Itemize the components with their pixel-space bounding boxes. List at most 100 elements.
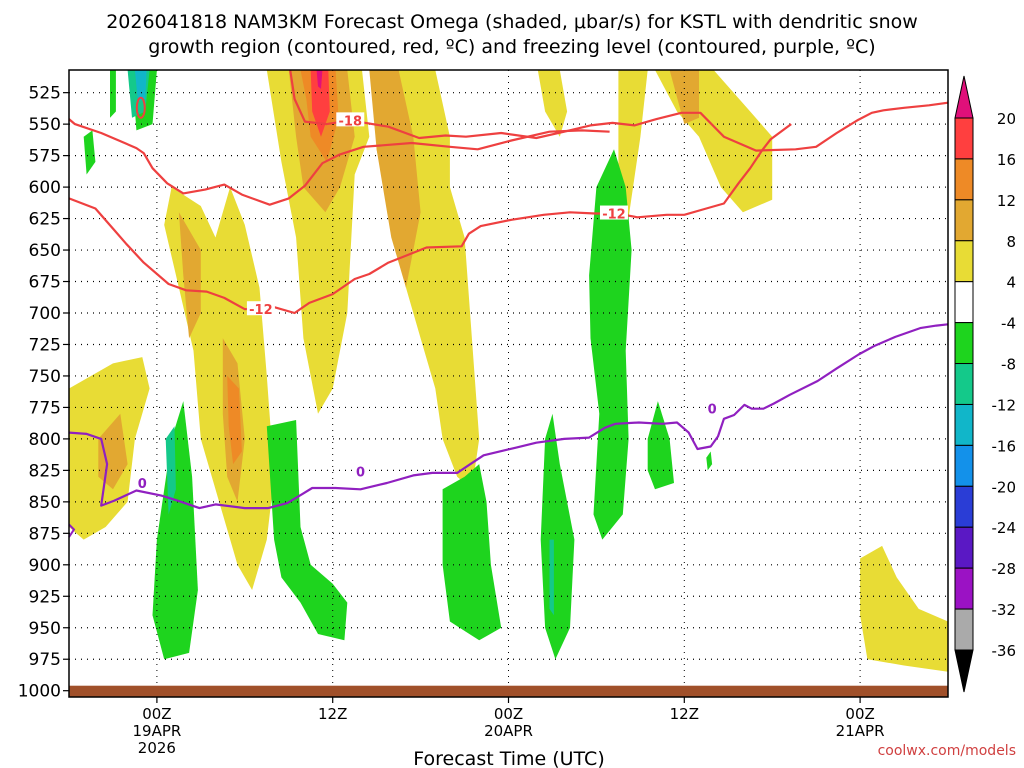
x-axis-title: Forecast Time (UTC) (413, 748, 604, 768)
y-tick-label-900: 900 (29, 556, 61, 576)
omega-region-19 (110, 70, 116, 118)
colorbar-bin-0 (954, 117, 974, 160)
colorbar-bin-7 (954, 403, 974, 446)
colorbar-label-7: -12 (992, 396, 1017, 414)
y-tick-label-925: 925 (29, 587, 61, 607)
colorbar-label-8: -16 (992, 437, 1017, 455)
y-tick-label-550: 550 (29, 115, 61, 135)
colorbar-bin-11 (954, 567, 974, 610)
omega-region-12 (369, 70, 421, 288)
omega-region-22 (266, 420, 348, 641)
y-tick-label-650: 650 (29, 241, 61, 261)
credit-text: coolwx.com/models (878, 743, 1016, 759)
contour-label-4: 0 (138, 477, 147, 492)
colorbar-label-1: 16 (997, 151, 1016, 169)
y-tick-label-600: 600 (29, 178, 61, 198)
colorbar-label-0: 20 (997, 110, 1016, 128)
contour-label-0: -18 (339, 114, 363, 129)
colorbar-label-4: 4 (1006, 274, 1016, 292)
omega-region-24 (540, 413, 575, 660)
y-tick-label-725: 725 (29, 335, 61, 355)
colorbar-bin-2 (954, 199, 974, 242)
y-tick-label-1000: 1000 (18, 682, 61, 702)
y-tick-label-975: 975 (29, 650, 61, 670)
y-tick-label-575: 575 (29, 147, 61, 167)
y-tick-label-850: 850 (29, 493, 61, 513)
contour-labels: -18 -12 -12 0 0 0 (136, 112, 719, 492)
omega-region-8 (178, 212, 201, 339)
colorbar: 20 16 12 8 4 -4 -8 -12 -16 -20 -24 -28 -32 -36 (954, 75, 1017, 693)
colorbar-label-9: -20 (992, 478, 1017, 496)
colorbar-bin-4 (954, 281, 974, 324)
y-tick-label-875: 875 (29, 524, 61, 544)
omega-region-21 (152, 401, 198, 660)
ground-surface (69, 685, 948, 697)
omega-shaded-regions (69, 70, 948, 672)
colorbar-top-cap (954, 75, 974, 119)
omega-region-27 (706, 451, 713, 471)
y-tick-label-800: 800 (29, 430, 61, 450)
y-tick-label-750: 750 (29, 367, 61, 387)
colorbar-bottom-cap (954, 649, 974, 693)
omega-region-13 (669, 70, 699, 125)
colorbar-label-12: -32 (992, 601, 1017, 619)
omega-region-17 (316, 70, 323, 89)
x-tick-label-24-0: 00Z (494, 705, 523, 723)
colorbar-bin-3 (954, 240, 974, 283)
colorbar-label-6: -8 (1001, 356, 1016, 374)
contour-label-5: 0 (708, 403, 717, 418)
contour-label-bg-5 (706, 400, 719, 415)
colorbar-label-3: 8 (1006, 233, 1016, 251)
contour-label-2: -12 (249, 303, 273, 318)
freezing-edge-marker (68, 523, 76, 538)
colorbar-bin-10 (954, 526, 974, 569)
contour-label-bg-3 (354, 463, 367, 478)
x-tick-label-48-1: 21APR (836, 722, 885, 740)
contour-label-bg-0 (336, 112, 365, 127)
omega-region-4 (537, 70, 568, 137)
x-tick-label-0-1: 19APR (132, 722, 181, 740)
small-isotherm-loop (135, 96, 146, 119)
colorbar-label-11: -28 (992, 560, 1017, 578)
plot-area: -18 -12 -12 0 0 0 (68, 69, 949, 698)
contour-label-1: -12 (602, 208, 626, 223)
contour-label-bg-4 (136, 474, 149, 489)
x-tick-label-48-0: 00Z (845, 705, 874, 723)
y-tick-label-625: 625 (29, 210, 61, 230)
contour-1 (68, 118, 610, 206)
omega-region-16 (310, 70, 330, 137)
omega-region-30 (549, 539, 554, 616)
contour-label-3: 0 (356, 466, 365, 481)
colorbar-bin-6 (954, 363, 974, 405)
x-tick-label-36-0: 12Z (670, 705, 699, 723)
colorbar-label-2: 12 (997, 192, 1016, 210)
omega-region-18 (83, 130, 96, 175)
colorbar-bin-5 (954, 322, 974, 365)
x-tick-label-24-1: 20APR (484, 722, 533, 740)
contour-0 (289, 69, 949, 152)
chart-title-line-2: growth region (contoured, red, ºC) and f… (148, 36, 875, 58)
omega-region-15 (227, 375, 242, 465)
colorbar-bin-12 (954, 608, 974, 651)
colorbar-label-13: -36 (992, 642, 1017, 660)
y-tick-label-675: 675 (29, 273, 61, 293)
x-tick-label-0-0: 00Z (142, 705, 171, 723)
y-tick-label-525: 525 (29, 84, 61, 104)
colorbar-bin-9 (954, 485, 974, 528)
colorbar-label-10: -24 (992, 519, 1017, 537)
omega-region-7 (860, 545, 948, 672)
colorbar-bin-8 (954, 444, 974, 487)
omega-region-29 (165, 426, 176, 515)
contour-label-bg-1 (599, 205, 628, 220)
y-tick-label-775: 775 (29, 398, 61, 418)
omega-region-23 (442, 464, 502, 641)
x-tick-label-12-0: 12Z (318, 705, 347, 723)
contour-2 (68, 123, 792, 315)
y-tick-label-700: 700 (29, 304, 61, 324)
omega-region-31 (134, 70, 147, 102)
y-tick-label-950: 950 (29, 619, 61, 639)
y-tick-label-825: 825 (29, 461, 61, 481)
x-tick-label-0-2: 2026 (138, 739, 176, 757)
